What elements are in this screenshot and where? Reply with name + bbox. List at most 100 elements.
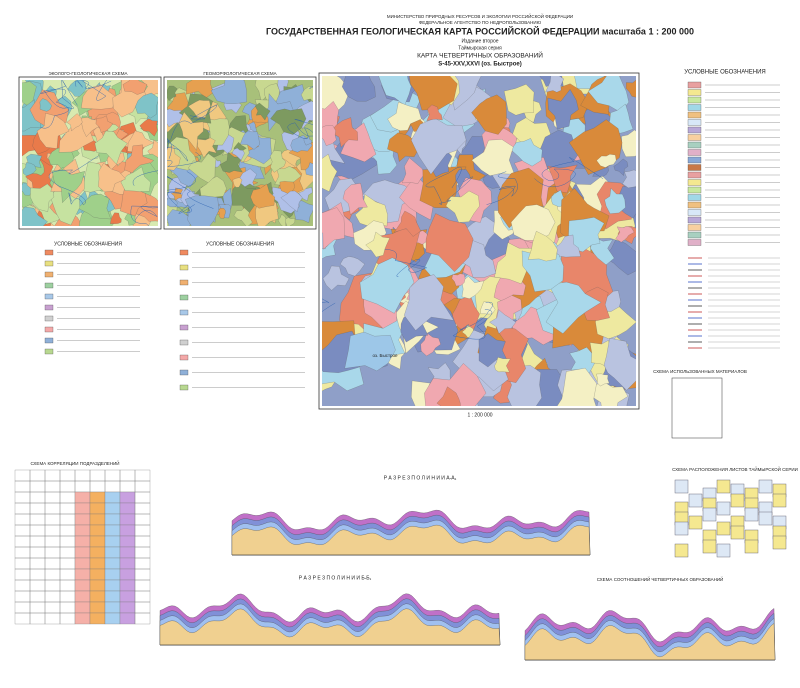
map-unit xyxy=(185,80,214,99)
table-cell xyxy=(14,557,31,570)
agency: ФЕДЕРАЛЬНОЕ АГЕНТСТВО ПО НЕДРОПОЛЬЗОВАНИ… xyxy=(419,20,542,25)
table-cell xyxy=(74,535,91,548)
sheet-cell xyxy=(674,479,689,494)
map-unit xyxy=(461,276,485,299)
legend-swatch xyxy=(179,264,189,271)
map-unit xyxy=(232,177,243,188)
map-unit xyxy=(596,154,617,168)
river xyxy=(132,170,158,186)
legend-swatch xyxy=(687,119,702,126)
table-cell xyxy=(89,546,106,559)
map-unit xyxy=(625,79,636,98)
legend-swatch xyxy=(44,315,54,322)
table-cell xyxy=(134,601,151,614)
map-unit xyxy=(254,102,271,121)
river xyxy=(75,80,107,101)
sheet-cell xyxy=(758,479,773,494)
table-cell xyxy=(134,491,151,504)
map-unit xyxy=(36,113,70,149)
table-cell xyxy=(134,469,151,482)
table-cell xyxy=(104,590,121,603)
table-cell xyxy=(74,524,91,537)
map-unit xyxy=(494,357,511,373)
table-cell xyxy=(44,491,61,504)
eco-title: ЭКОЛОГО-ГЕОЛОГИЧЕСКАЯ СХЕМА xyxy=(48,71,127,76)
map-unit xyxy=(188,99,211,119)
map-unit xyxy=(471,139,515,176)
table-cell xyxy=(89,535,106,548)
correlation-title: СХЕМА КОРРЕЛЯЦИИ ПОДРАЗДЕЛЕНИЙ xyxy=(30,459,119,466)
sheet-cell xyxy=(716,521,731,536)
river xyxy=(40,80,78,129)
section-layer xyxy=(524,623,776,661)
table-cell xyxy=(104,502,121,515)
table-cell xyxy=(14,535,31,548)
section-layer xyxy=(231,524,591,556)
map-unit xyxy=(420,332,441,357)
table-cell xyxy=(134,480,151,493)
table-cell xyxy=(134,590,151,603)
sheet-cell xyxy=(744,539,759,554)
map-unit xyxy=(590,238,615,266)
table-cell xyxy=(29,546,46,559)
table-cell xyxy=(59,524,76,537)
table-cell xyxy=(14,480,31,493)
map-unit xyxy=(22,162,37,177)
table-cell xyxy=(74,491,91,504)
table-cell xyxy=(59,535,76,548)
map-unit xyxy=(66,113,83,132)
table-cell xyxy=(44,480,61,493)
table-cell xyxy=(134,535,151,548)
map-unit xyxy=(210,80,247,104)
table-cell xyxy=(104,568,121,581)
table-cell xyxy=(119,469,136,482)
table-cell xyxy=(14,502,31,515)
legend-swatch xyxy=(687,89,702,96)
table-cell xyxy=(89,579,106,592)
table-cell xyxy=(44,601,61,614)
table-cell xyxy=(29,557,46,570)
map-unit xyxy=(98,162,126,193)
table-cell xyxy=(119,612,136,625)
river xyxy=(534,157,604,188)
map-unit xyxy=(197,137,217,158)
table-cell xyxy=(134,557,151,570)
map-unit xyxy=(285,217,296,226)
relations-title: СХЕМА СООТНОШЕНИЙ ЧЕТВЕРТИЧНЫХ ОБРАЗОВАН… xyxy=(597,575,724,582)
table-cell xyxy=(119,601,136,614)
sheet-cell xyxy=(688,515,703,530)
map-unit xyxy=(94,130,128,165)
legend-swatch xyxy=(44,326,54,333)
map-unit xyxy=(426,104,443,121)
table-cell xyxy=(134,579,151,592)
legend-swatch xyxy=(687,216,702,224)
map-unit xyxy=(603,338,636,391)
table-cell xyxy=(119,546,136,559)
legend-swatch xyxy=(687,111,702,119)
table-cell xyxy=(14,601,31,614)
map-unit xyxy=(322,207,345,250)
section-a-title: Р А З Р Е З П О Л И Н И И А-А₁ xyxy=(384,475,457,481)
table-cell xyxy=(59,557,76,570)
table-cell xyxy=(134,612,151,625)
legend-swatch xyxy=(44,249,54,256)
map-unit xyxy=(270,108,307,135)
table-cell xyxy=(104,579,121,592)
legend-title: УСЛОВНЫЕ ОБОЗНАЧЕНИЯ xyxy=(54,241,122,247)
legend-swatch xyxy=(687,171,702,179)
table-cell xyxy=(89,469,106,482)
table-cell xyxy=(44,612,61,625)
map-unit xyxy=(591,382,628,406)
ministry: МИНИСТЕРСТВО ПРИРОДНЫХ РЕСУРСОВ И ЭКОЛОГ… xyxy=(387,12,573,19)
river xyxy=(167,137,189,162)
river xyxy=(130,205,158,226)
sheet-cell xyxy=(758,511,773,526)
river xyxy=(44,80,112,109)
map-unit xyxy=(387,132,419,162)
map-unit xyxy=(305,162,313,176)
table-cell xyxy=(104,546,121,559)
legend-swatch xyxy=(687,104,702,111)
table-cell xyxy=(14,612,31,625)
map-unit xyxy=(303,135,312,146)
